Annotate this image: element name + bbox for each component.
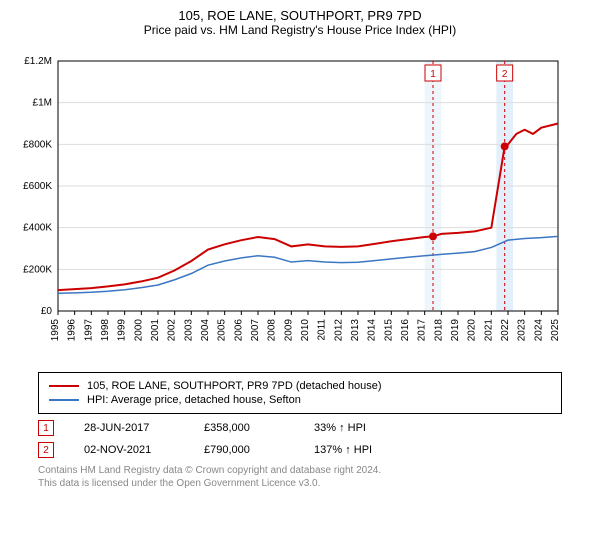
table-row: 2 02-NOV-2021 £790,000 137% ↑ HPI xyxy=(38,442,562,458)
svg-text:1997: 1997 xyxy=(83,319,94,342)
chart-title-line1: 105, ROE LANE, SOUTHPORT, PR9 7PD xyxy=(8,8,592,23)
svg-text:1: 1 xyxy=(430,69,436,80)
svg-text:1998: 1998 xyxy=(100,319,111,342)
svg-text:2017: 2017 xyxy=(417,319,428,342)
footer-line2: This data is licensed under the Open Gov… xyxy=(38,477,562,490)
footer-line1: Contains HM Land Registry data © Crown c… xyxy=(38,464,562,477)
svg-text:2001: 2001 xyxy=(150,319,161,342)
svg-text:1995: 1995 xyxy=(50,319,61,342)
svg-text:2023: 2023 xyxy=(517,319,528,342)
legend-label: 105, ROE LANE, SOUTHPORT, PR9 7PD (detac… xyxy=(87,380,381,392)
svg-text:1999: 1999 xyxy=(117,319,128,342)
svg-text:2018: 2018 xyxy=(433,319,444,342)
legend-item: 105, ROE LANE, SOUTHPORT, PR9 7PD (detac… xyxy=(49,380,551,392)
chart-container: £0 £200K £400K £600K £800K £1M £1.2M 1995 1996 19… xyxy=(8,41,592,366)
svg-text:2007: 2007 xyxy=(250,319,261,342)
svg-text:2005: 2005 xyxy=(217,319,228,342)
svg-text:2002: 2002 xyxy=(167,319,178,342)
tx-marker: 2 xyxy=(38,442,54,458)
svg-text:2011: 2011 xyxy=(317,319,328,341)
svg-text:£1.2M: £1.2M xyxy=(24,56,52,67)
legend-swatch xyxy=(49,385,79,387)
svg-text:2019: 2019 xyxy=(450,319,461,342)
transactions-table: 1 28-JUN-2017 £358,000 33% ↑ HPI 2 02-NO… xyxy=(38,420,562,458)
legend: 105, ROE LANE, SOUTHPORT, PR9 7PD (detac… xyxy=(38,372,562,414)
svg-text:2000: 2000 xyxy=(133,319,144,342)
svg-text:2025: 2025 xyxy=(550,319,561,342)
footer-attribution: Contains HM Land Registry data © Crown c… xyxy=(38,464,562,490)
chart-title-line2: Price paid vs. HM Land Registry's House … xyxy=(8,23,592,37)
svg-text:2012: 2012 xyxy=(333,319,344,342)
tx-price: £358,000 xyxy=(204,422,284,434)
svg-text:1996: 1996 xyxy=(67,319,78,342)
svg-text:£1M: £1M xyxy=(33,98,52,109)
svg-text:£400K: £400K xyxy=(23,223,52,234)
svg-text:2010: 2010 xyxy=(300,319,311,342)
svg-text:£200K: £200K xyxy=(23,264,52,275)
svg-text:2014: 2014 xyxy=(367,319,378,342)
legend-label: HPI: Average price, detached house, Seft… xyxy=(87,394,301,406)
tx-date: 02-NOV-2021 xyxy=(84,444,174,456)
tx-date: 28-JUN-2017 xyxy=(84,422,174,434)
svg-text:2021: 2021 xyxy=(483,319,494,342)
svg-text:2024: 2024 xyxy=(533,319,544,342)
tx-pct: 137% ↑ HPI xyxy=(314,444,372,456)
table-row: 1 28-JUN-2017 £358,000 33% ↑ HPI xyxy=(38,420,562,436)
tx-marker: 1 xyxy=(38,420,54,436)
svg-text:2008: 2008 xyxy=(267,319,278,342)
svg-text:£800K: £800K xyxy=(23,139,52,150)
svg-text:2004: 2004 xyxy=(200,319,211,342)
legend-swatch xyxy=(49,399,79,401)
svg-text:2006: 2006 xyxy=(233,319,244,342)
svg-text:£600K: £600K xyxy=(23,181,52,192)
svg-text:2022: 2022 xyxy=(500,319,511,342)
svg-text:2015: 2015 xyxy=(383,319,394,342)
svg-text:2020: 2020 xyxy=(467,319,478,342)
legend-item: HPI: Average price, detached house, Seft… xyxy=(49,394,551,406)
svg-text:2016: 2016 xyxy=(400,319,411,342)
svg-text:2: 2 xyxy=(502,69,508,80)
svg-text:£0: £0 xyxy=(41,306,53,317)
tx-price: £790,000 xyxy=(204,444,284,456)
svg-text:2009: 2009 xyxy=(283,319,294,342)
svg-text:2003: 2003 xyxy=(183,319,194,342)
tx-pct: 33% ↑ HPI xyxy=(314,422,366,434)
price-chart: £0 £200K £400K £600K £800K £1M £1.2M 1995 1996 19… xyxy=(8,41,568,361)
svg-text:2013: 2013 xyxy=(350,319,361,342)
